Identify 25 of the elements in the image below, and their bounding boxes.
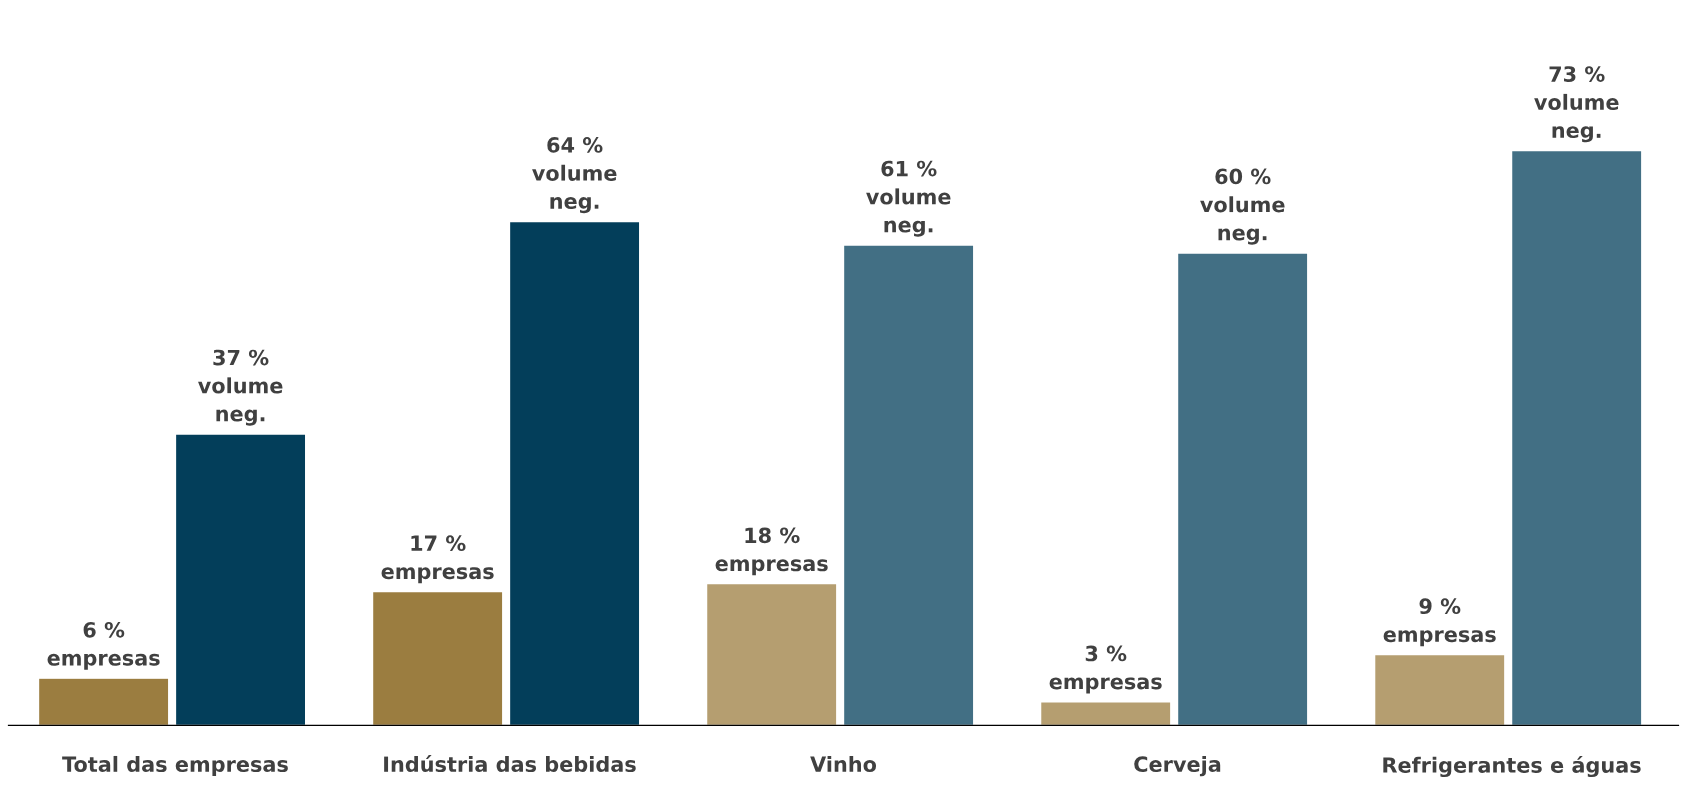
data-label: 61 % volume neg.: [866, 160, 951, 237]
data-label: 17 % empresas: [381, 535, 494, 584]
bar: [1510, 149, 1643, 726]
bar: [1176, 252, 1309, 726]
data-label: 60 % volume neg.: [1200, 168, 1285, 245]
data-label: 18 % empresas: [715, 527, 828, 576]
bar: [842, 244, 975, 726]
bar: [1373, 653, 1506, 726]
data-label: 37 % volume neg.: [198, 349, 283, 426]
bar: [174, 433, 307, 726]
bar: [371, 590, 504, 726]
bar: [705, 582, 838, 726]
data-label: 9 % empresas: [1383, 598, 1496, 647]
x-tick-label: Total das empresas: [62, 755, 288, 777]
data-label: 64 % volume neg.: [532, 137, 617, 214]
data-label: 73 % volume neg.: [1534, 66, 1619, 143]
bar: [37, 677, 170, 726]
data-label: 6 % empresas: [47, 621, 160, 670]
bar: [1039, 701, 1172, 726]
x-tick-label: Refrigerantes e águas: [1383, 755, 1641, 778]
x-tick-label: Vinho: [810, 755, 877, 773]
x-tick-label: Cerveja: [1134, 755, 1221, 777]
x-tick-label: Indústria das bebidas: [384, 755, 636, 773]
bar: [508, 220, 641, 726]
data-label: 3 % empresas: [1049, 645, 1162, 694]
